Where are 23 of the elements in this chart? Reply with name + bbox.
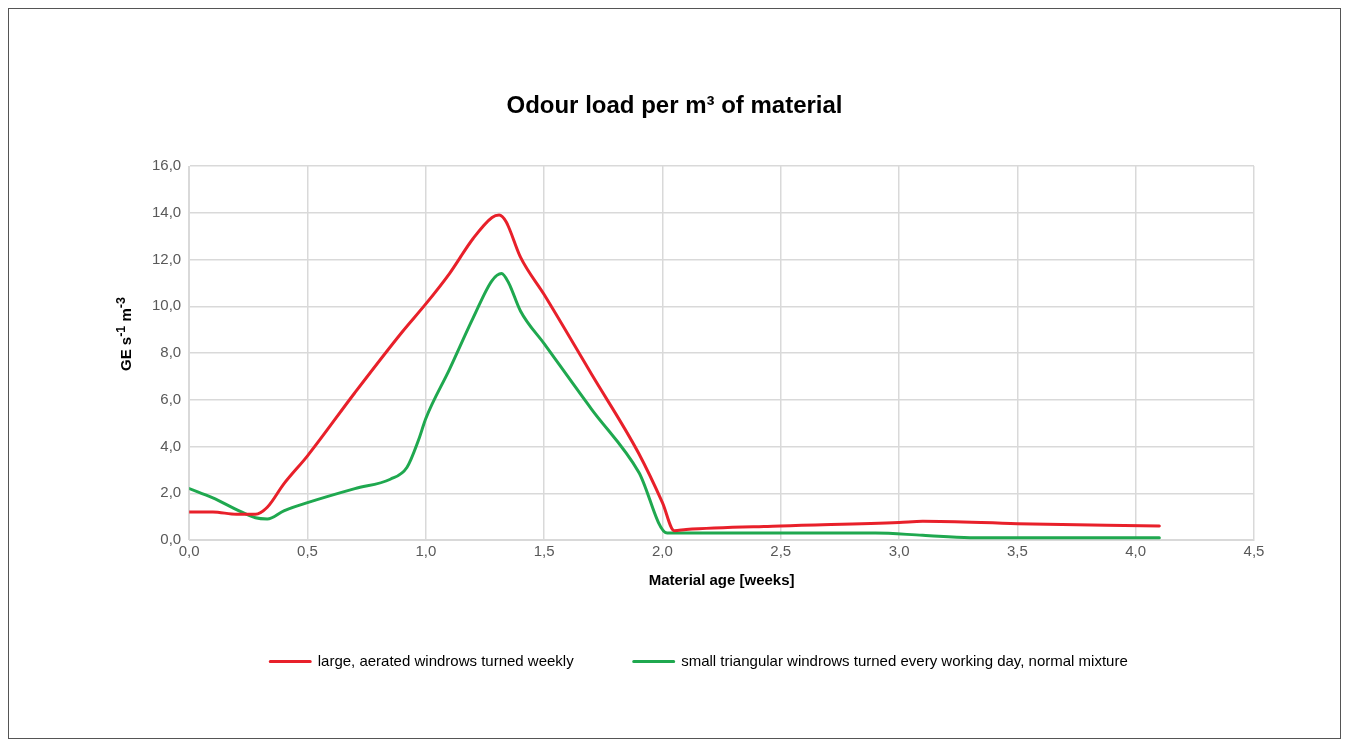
legend-label: large, aerated windrows turned weekly [317, 651, 575, 669]
x-tick-label: 1,0 [415, 542, 437, 560]
x-axis-title: Material age [weeks] [648, 571, 795, 589]
y-tick-label: 14,0 [151, 202, 182, 220]
y-tick-label: 6,0 [160, 389, 182, 407]
x-tick-label: 4,0 [1125, 542, 1147, 560]
x-tick-label: 3,5 [1006, 542, 1028, 560]
y-tick-label: 8,0 [160, 343, 182, 361]
y-tick-label: 2,0 [160, 483, 182, 501]
line-series [189, 213, 1161, 533]
line-series [189, 272, 1161, 540]
y-tick-label: 10,0 [151, 296, 182, 314]
x-tick-label: 3,0 [888, 542, 910, 560]
x-tick-label: 4,5 [1243, 542, 1265, 560]
y-tick-label: 16,0 [151, 156, 182, 174]
x-tick-label: 0,5 [297, 542, 318, 560]
y-tick-label: 4,0 [160, 436, 182, 454]
x-tick-label: 1,5 [533, 542, 555, 560]
y-tick-label: 12,0 [151, 249, 182, 267]
legend-label: small triangular windrows turned every working day, normal mixture [681, 651, 1128, 669]
x-tick-label: 2,0 [652, 542, 673, 560]
chart-title: Odour load per m³ of material [505, 91, 844, 119]
x-tick-label: 2,5 [770, 542, 792, 560]
